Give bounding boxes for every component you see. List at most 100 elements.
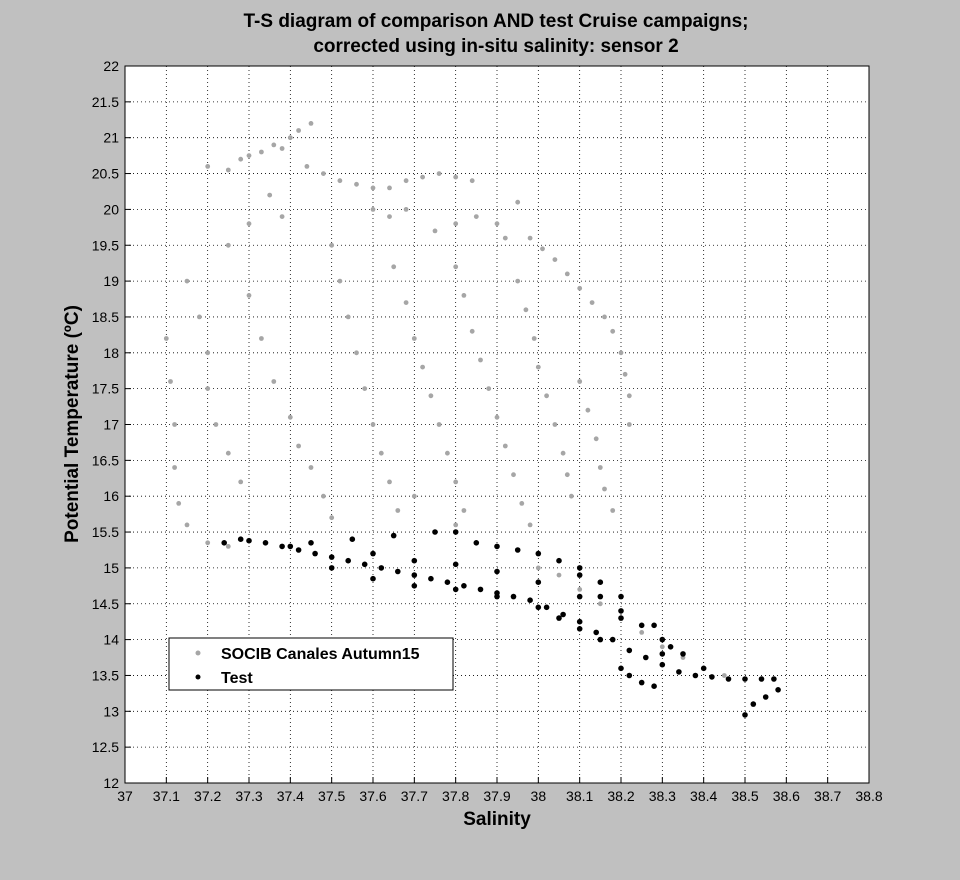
data-point xyxy=(279,146,285,151)
data-point xyxy=(349,536,356,542)
data-point xyxy=(259,336,264,341)
data-point xyxy=(246,153,252,159)
data-point xyxy=(461,293,467,298)
data-point xyxy=(519,501,525,506)
data-point xyxy=(477,586,484,593)
y-tick-label: 12.5 xyxy=(92,739,119,755)
data-point xyxy=(576,572,583,578)
x-tick-label: 37.4 xyxy=(277,788,304,804)
data-point xyxy=(626,672,633,679)
data-point xyxy=(725,676,732,682)
data-point xyxy=(411,336,417,341)
data-point xyxy=(287,543,294,550)
data-point xyxy=(205,386,211,391)
series-1 xyxy=(221,529,781,718)
data-point xyxy=(395,508,401,513)
data-point xyxy=(552,257,558,262)
data-point xyxy=(445,450,450,456)
data-point xyxy=(172,465,178,470)
data-point xyxy=(452,529,459,535)
data-point xyxy=(436,171,442,177)
data-point xyxy=(205,540,211,546)
data-point xyxy=(354,181,359,187)
data-point xyxy=(308,540,314,546)
y-tick-label: 20.5 xyxy=(92,166,119,182)
data-point xyxy=(618,593,624,600)
data-point xyxy=(709,674,715,680)
data-point xyxy=(535,579,542,585)
y-tick-label: 19.5 xyxy=(92,237,119,253)
data-point xyxy=(370,422,376,427)
y-tick-label: 21 xyxy=(103,130,119,146)
legend-marker-test xyxy=(195,674,201,680)
y-tick-label: 13.5 xyxy=(92,667,119,683)
data-point xyxy=(618,665,624,672)
y-tick-label: 14.5 xyxy=(92,596,119,612)
data-point xyxy=(618,350,624,356)
data-point xyxy=(304,164,310,169)
data-point xyxy=(597,579,604,585)
y-tick-label: 17.5 xyxy=(92,381,119,397)
data-point xyxy=(271,142,277,148)
data-point xyxy=(577,587,583,592)
data-point xyxy=(602,314,607,320)
data-point xyxy=(556,572,562,578)
data-point xyxy=(362,386,368,391)
data-point xyxy=(651,683,657,689)
data-point xyxy=(287,414,293,420)
y-tick-label: 19 xyxy=(103,273,119,289)
data-point xyxy=(279,543,285,550)
data-point xyxy=(639,630,645,635)
data-point xyxy=(667,644,674,650)
x-tick-label: 38 xyxy=(531,788,547,804)
data-point xyxy=(308,465,314,470)
data-point xyxy=(543,604,550,611)
data-point xyxy=(461,508,467,513)
data-point xyxy=(420,174,425,180)
data-point xyxy=(597,636,604,643)
data-point xyxy=(750,701,757,707)
data-point xyxy=(221,540,227,546)
data-point xyxy=(345,557,352,564)
data-point xyxy=(602,486,607,492)
data-point xyxy=(676,669,682,675)
data-point xyxy=(452,586,459,593)
data-point xyxy=(527,597,533,603)
y-axis-label: Potential Temperature (ºC) xyxy=(62,305,83,543)
data-point xyxy=(328,554,335,560)
legend-entry-socib: SOCIB Canales Autumn15 xyxy=(221,646,420,663)
data-point xyxy=(387,214,392,220)
data-point xyxy=(535,364,541,370)
data-point xyxy=(626,393,632,399)
x-tick-label: 38.5 xyxy=(731,788,758,804)
data-point xyxy=(238,156,244,162)
data-point xyxy=(544,393,549,399)
x-tick-label: 38.3 xyxy=(649,788,676,804)
data-point xyxy=(296,128,301,133)
data-point xyxy=(494,543,500,550)
data-point xyxy=(564,472,570,478)
data-point xyxy=(461,583,467,589)
x-tick-label: 37.2 xyxy=(194,788,221,804)
x-tick-label: 38.6 xyxy=(773,788,800,804)
data-point xyxy=(659,644,665,650)
data-point xyxy=(576,565,583,571)
data-point xyxy=(585,407,591,413)
y-tick-label: 15 xyxy=(103,560,119,576)
data-point xyxy=(494,568,500,575)
data-point xyxy=(618,615,624,621)
y-tick-label: 16.5 xyxy=(92,452,119,468)
y-tick-label: 12 xyxy=(103,775,119,791)
data-point xyxy=(597,593,604,600)
data-point xyxy=(540,246,545,252)
data-point xyxy=(473,540,480,546)
data-point xyxy=(321,171,326,177)
data-point xyxy=(610,328,616,334)
data-point xyxy=(197,314,202,320)
data-point xyxy=(576,593,583,600)
data-point xyxy=(345,314,351,320)
data-point xyxy=(370,207,376,212)
data-point xyxy=(469,328,475,334)
data-point xyxy=(225,450,231,456)
